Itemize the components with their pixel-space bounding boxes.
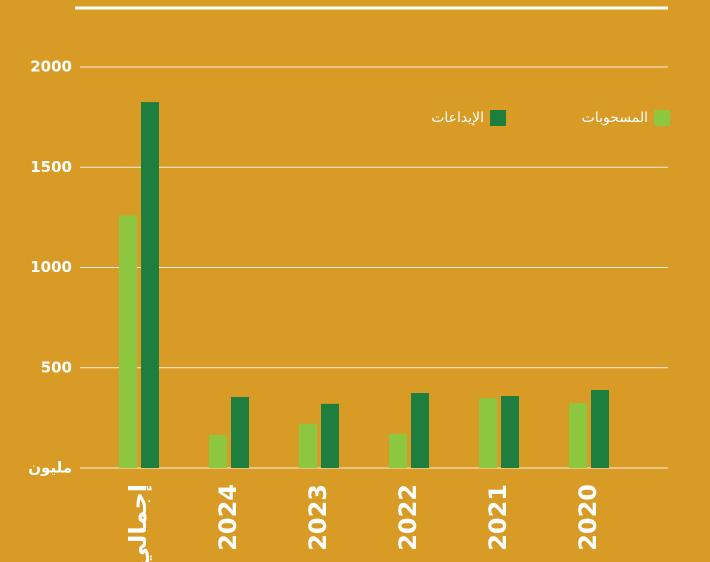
page: مليون 500 1000 1500 2000 إجمالي 2024 2023 2022 20… — [0, 0, 710, 562]
bar — [141, 102, 159, 468]
x-tick-label: 2020 — [574, 484, 602, 551]
legend-label: الإيداعات — [431, 110, 484, 126]
bar — [569, 403, 587, 468]
bar — [231, 397, 249, 468]
x-tick-label: 2022 — [394, 484, 422, 551]
y-tick-label: مليون — [28, 459, 72, 477]
chart: مليون 500 1000 1500 2000 إجمالي 2024 2023 2022 20… — [0, 0, 710, 562]
y-tick-label: 2000 — [30, 58, 72, 76]
x-tick-label: 2023 — [304, 484, 332, 551]
bar — [479, 398, 497, 468]
x-tick-label: إجمالي — [124, 484, 152, 562]
bar — [299, 424, 317, 468]
bar — [119, 215, 137, 468]
bar — [501, 396, 519, 468]
bar — [321, 404, 339, 468]
bar — [209, 435, 227, 468]
bar — [411, 393, 429, 468]
y-tick-label: 1000 — [30, 258, 72, 276]
bar — [389, 434, 407, 468]
background — [0, 0, 710, 562]
legend-swatch — [654, 110, 670, 126]
y-tick-label: 500 — [41, 358, 72, 376]
legend-swatch — [490, 110, 506, 126]
x-tick-label: 2021 — [484, 484, 512, 551]
y-tick-label: 1500 — [30, 158, 72, 176]
x-tick-label: 2024 — [214, 484, 242, 551]
legend-label: المسحوبات — [582, 110, 648, 126]
bar — [591, 390, 609, 468]
